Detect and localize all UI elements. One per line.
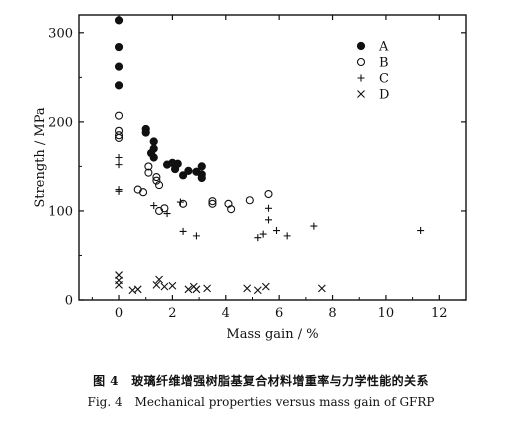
figure-caption-english: Fig. 4 Mechanical properties versus mass… <box>87 395 435 409</box>
data-point-a <box>170 164 180 174</box>
legend-label-c: C <box>379 72 389 87</box>
y-tick-label: 200 <box>48 115 73 130</box>
data-point-b <box>264 189 273 199</box>
data-point-b <box>208 199 217 208</box>
data-point-c <box>283 232 291 240</box>
data-point-a <box>114 16 124 25</box>
data-point-c <box>273 227 281 235</box>
legend-label-a: A <box>378 40 389 55</box>
data-point-d <box>317 284 326 293</box>
data-point-d <box>152 280 161 289</box>
data-point-c <box>115 187 123 195</box>
plot-frame <box>78 14 467 301</box>
data-point-a <box>197 173 206 183</box>
data-point-b <box>245 196 254 205</box>
x-axis-label: Mass gain / % <box>226 327 318 342</box>
data-point-c <box>115 154 123 161</box>
data-point-d <box>133 285 142 294</box>
legend-marker-c <box>357 74 365 82</box>
data-point-b <box>227 205 236 214</box>
x-tick-label: 8 <box>328 306 336 321</box>
x-tick-label: 4 <box>222 306 230 321</box>
data-point-b <box>208 197 217 206</box>
data-point-a <box>178 171 188 180</box>
data-point-b <box>179 199 188 208</box>
x-tick-label: 0 <box>115 306 123 321</box>
data-point-a <box>184 166 193 175</box>
legend-marker-a <box>356 41 366 51</box>
data-point-a <box>114 81 124 90</box>
legend-marker-b <box>356 57 366 67</box>
data-point-b <box>139 188 148 197</box>
data-point-d <box>115 280 123 289</box>
data-point-c <box>254 234 262 242</box>
data-point-d <box>160 282 169 291</box>
data-point-a <box>114 62 124 71</box>
x-tick-label: 6 <box>275 306 283 321</box>
data-point-d <box>253 286 262 295</box>
data-point-c <box>310 222 318 230</box>
y-tick-label: 0 <box>65 294 73 309</box>
data-point-d <box>261 282 270 291</box>
data-point-a <box>114 42 124 52</box>
data-point-a <box>149 137 158 146</box>
y-tick-label: 100 <box>48 204 73 219</box>
x-tick-label: 10 <box>378 306 395 321</box>
scatter-chart: 0 2 4 6 8 10 12 0 100 200 300 Mass gain / % Strength… <box>33 14 467 342</box>
data-point-c <box>264 204 272 212</box>
data-point-c <box>179 227 187 235</box>
data-point-d <box>243 284 252 293</box>
data-point-d <box>168 281 177 290</box>
data-point-c <box>259 230 267 238</box>
y-axis-label: Strength / MPa <box>33 107 48 207</box>
data-point-c <box>264 216 272 224</box>
data-point-c <box>176 198 184 206</box>
y-tick-label: 300 <box>48 26 73 41</box>
data-point-c <box>417 227 425 235</box>
data-point-b <box>114 111 124 120</box>
data-point-d <box>192 285 201 294</box>
data-point-c <box>192 232 200 240</box>
data-point-b <box>114 131 124 140</box>
data-point-b <box>144 162 153 171</box>
data-point-d <box>184 285 193 294</box>
legend-marker-d <box>357 90 365 98</box>
data-point-b <box>152 176 161 185</box>
x-tick-label: 2 <box>168 306 176 321</box>
data-point-b <box>160 204 169 213</box>
data-point-b <box>152 173 161 182</box>
data-point-c <box>150 202 158 210</box>
data-point-c <box>115 161 123 169</box>
data-point-b <box>144 168 153 177</box>
x-tick-label: 12 <box>431 306 448 321</box>
data-point-a <box>197 162 206 171</box>
data-point-b <box>155 181 164 190</box>
legend-label-b: B <box>379 56 389 71</box>
data-point-d <box>155 275 163 284</box>
data-point-a <box>149 153 158 162</box>
figure-caption-chinese: 图 4 玻璃纤维增强树脂基复合材料增重率与力学性能的关系 <box>93 374 429 388</box>
data-point-d <box>203 284 211 293</box>
data-point-b <box>114 133 124 142</box>
data-point-a <box>141 128 150 137</box>
legend-label-d: D <box>379 88 389 103</box>
data-point-c <box>163 210 171 218</box>
